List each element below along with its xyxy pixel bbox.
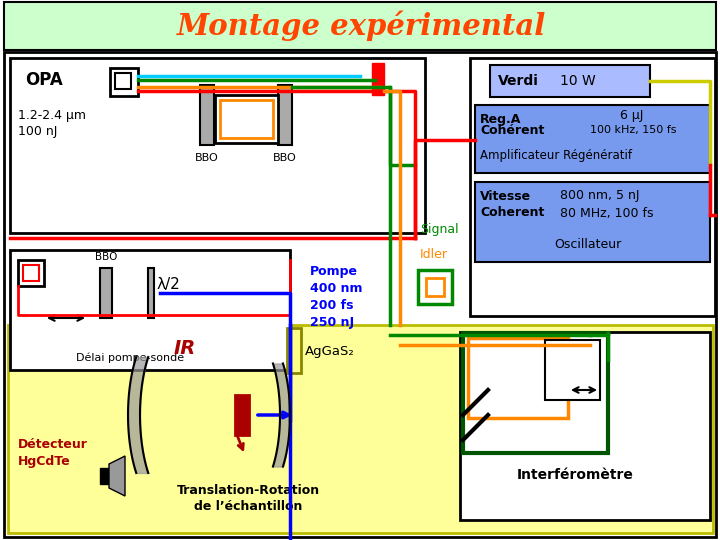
Bar — [10, 250, 290, 370]
Text: Montage expérimental: Montage expérimental — [177, 11, 546, 41]
Text: Signal: Signal — [420, 224, 459, 237]
Text: Reg.A: Reg.A — [480, 113, 521, 126]
Text: 6 µJ: 6 µJ — [620, 109, 644, 122]
Text: HgCdTe: HgCdTe — [18, 456, 71, 469]
Text: 10 W: 10 W — [560, 74, 595, 88]
Bar — [490, 65, 650, 97]
Text: λ/2: λ/2 — [156, 278, 180, 293]
Bar — [475, 182, 710, 262]
Bar — [10, 58, 425, 233]
Text: Translation-Rotation: Translation-Rotation — [176, 483, 320, 496]
Text: IR: IR — [174, 339, 196, 357]
Bar — [470, 58, 715, 316]
Bar — [100, 268, 112, 318]
Polygon shape — [109, 456, 125, 496]
Text: Coherent: Coherent — [480, 206, 544, 219]
Text: 100 nJ: 100 nJ — [18, 125, 58, 138]
Text: Détecteur: Détecteur — [18, 438, 88, 451]
Bar — [426, 278, 444, 296]
Text: Interféromètre: Interféromètre — [516, 468, 634, 482]
Bar — [372, 63, 384, 95]
Bar — [475, 105, 710, 173]
Text: 800 nm, 5 nJ: 800 nm, 5 nJ — [560, 190, 639, 202]
Bar — [468, 338, 568, 418]
Text: AgGaS₂: AgGaS₂ — [305, 346, 355, 359]
Bar — [235, 395, 249, 435]
Bar — [115, 73, 131, 89]
Text: BBO: BBO — [273, 153, 297, 163]
Text: Pompe
400 nm
200 fs
250 nJ: Pompe 400 nm 200 fs 250 nJ — [310, 265, 362, 329]
Text: OPA: OPA — [25, 71, 63, 89]
Text: Verdi: Verdi — [498, 74, 539, 88]
Text: Délai pompe-sonde: Délai pompe-sonde — [76, 353, 184, 363]
Text: Amplificateur Régénératif: Amplificateur Régénératif — [480, 148, 632, 161]
Bar — [287, 328, 301, 373]
Bar — [200, 85, 214, 145]
Bar — [4, 52, 716, 537]
Bar — [23, 265, 39, 281]
Bar — [463, 333, 608, 453]
Bar — [110, 68, 138, 96]
Text: de l’échantillon: de l’échantillon — [194, 501, 302, 514]
Text: Cohérent: Cohérent — [480, 124, 544, 137]
Text: 100 kHz, 150 fs: 100 kHz, 150 fs — [590, 125, 677, 135]
Text: Idler: Idler — [420, 248, 448, 261]
Text: Oscillateur: Oscillateur — [554, 239, 621, 252]
Text: 80 MHz, 100 fs: 80 MHz, 100 fs — [560, 206, 654, 219]
Bar — [18, 260, 44, 286]
Bar — [100, 468, 109, 484]
Bar — [418, 270, 452, 304]
Bar — [148, 268, 154, 318]
Text: BBO: BBO — [95, 252, 117, 262]
Text: BBO: BBO — [195, 153, 219, 163]
Bar — [215, 95, 278, 143]
Bar — [4, 2, 716, 50]
Bar — [545, 340, 600, 400]
Bar — [460, 332, 710, 520]
Text: Vitesse: Vitesse — [480, 190, 531, 202]
Text: 1.2-2.4 µm: 1.2-2.4 µm — [18, 109, 86, 122]
Bar — [8, 325, 713, 533]
Bar — [278, 85, 292, 145]
Bar — [220, 100, 273, 138]
